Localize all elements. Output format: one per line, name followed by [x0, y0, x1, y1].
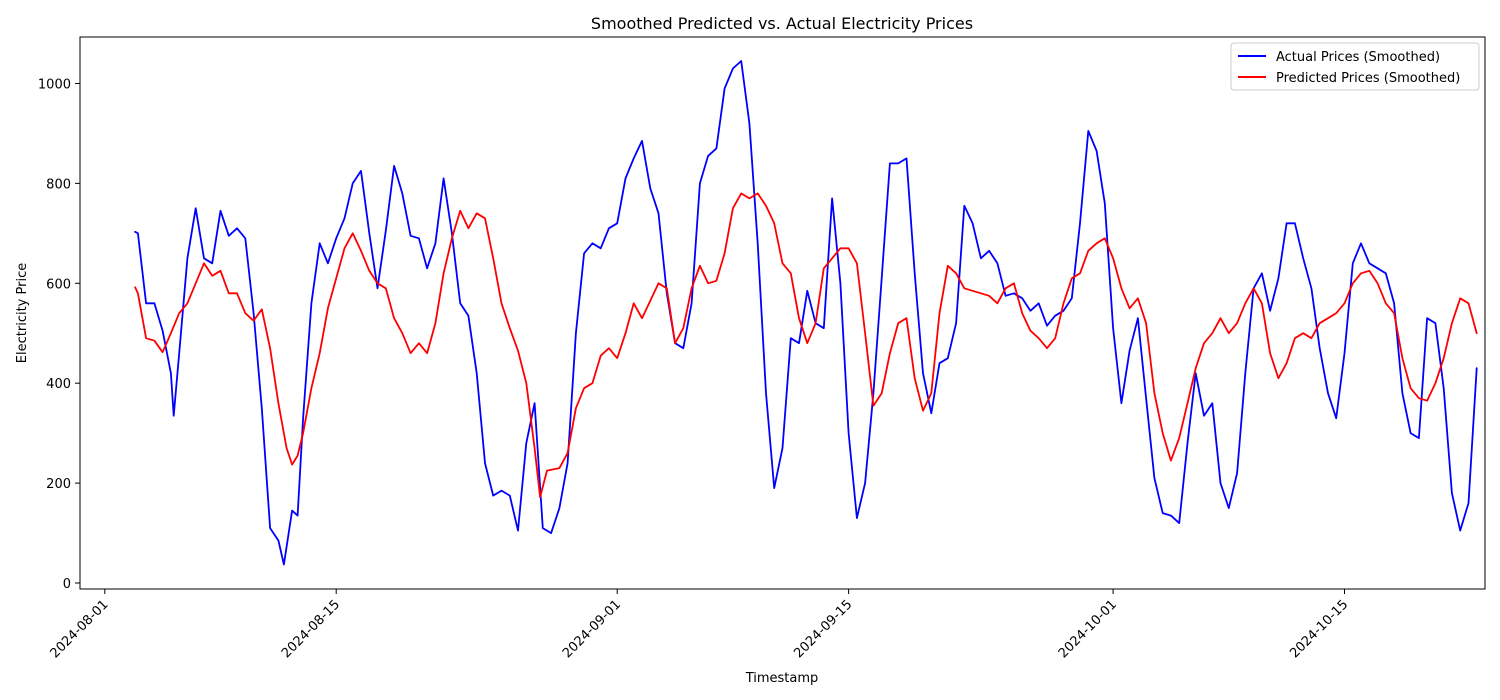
y-axis: 0 200 400 600 800 1000: [38, 77, 80, 592]
x-axis-label: Timestamp: [745, 671, 819, 686]
y-axis-label: Electricity Price: [15, 263, 30, 363]
y-tick-label: 0: [63, 577, 71, 592]
series-group: [134, 60, 1478, 566]
legend-box: [1230, 42, 1480, 91]
y-tick-label: 600: [46, 277, 71, 292]
plot-frame: [79, 36, 1486, 590]
y-tick-label: 400: [46, 377, 71, 392]
y-tick-label: 200: [46, 477, 71, 492]
legend-label-predicted: Predicted Prices (Smoothed): [1276, 71, 1460, 86]
series-line-actual: [134, 60, 1478, 566]
chart-title: Smoothed Predicted vs. Actual Electricit…: [591, 14, 973, 33]
y-tick-label: 800: [46, 177, 71, 192]
y-tick-label: 1000: [38, 77, 71, 92]
legend-label-actual: Actual Prices (Smoothed): [1276, 50, 1440, 65]
legend: Actual Prices (Smoothed) Predicted Price…: [1230, 42, 1480, 91]
series-line-predicted: [134, 192, 1478, 499]
